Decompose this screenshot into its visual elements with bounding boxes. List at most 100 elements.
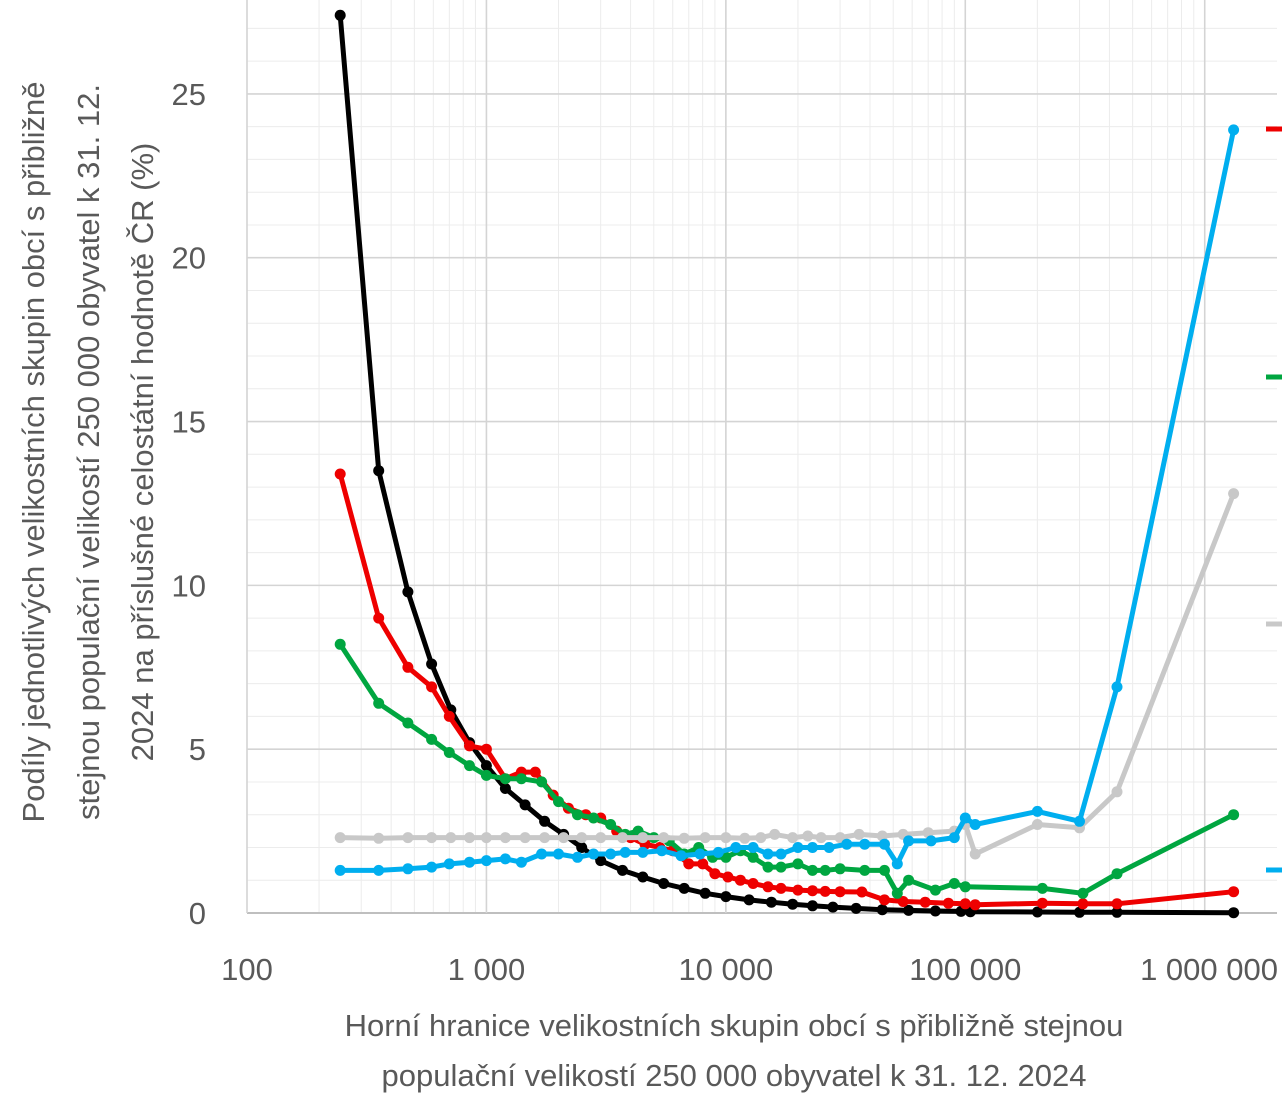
- series-5-point: [637, 846, 649, 858]
- major-gridlines: [246, 0, 1277, 914]
- series-3-point: [536, 776, 548, 788]
- series-2-point: [834, 886, 846, 898]
- series-3-point: [747, 851, 759, 863]
- series-2-point: [856, 886, 868, 898]
- series-4-point: [576, 832, 588, 844]
- series-2-point: [734, 874, 746, 886]
- y-axis-title-line: stejnou populační velikostí 250 000 obyv…: [71, 84, 106, 820]
- x-axis-title-line: Horní hranice velikostních skupin obcí s…: [345, 1008, 1124, 1043]
- series-2-point: [942, 897, 954, 909]
- series-3-point: [426, 733, 438, 745]
- series-1-point: [743, 894, 755, 906]
- series-4-point: [445, 832, 457, 844]
- x-tick-label: 100: [221, 952, 273, 987]
- series-4-point: [480, 832, 492, 844]
- series-4-point: [1228, 488, 1240, 500]
- series-4-point: [539, 832, 551, 844]
- series-4-point: [373, 832, 385, 844]
- y-tick-label: 25: [172, 77, 206, 112]
- series-4-point: [678, 832, 690, 844]
- series-1-point: [678, 882, 690, 894]
- series-5-point: [762, 848, 774, 860]
- minor-gridlines: [247, 0, 1277, 913]
- series-5-point: [1111, 681, 1123, 693]
- series-2-point: [443, 710, 455, 722]
- y-tick-label: 5: [189, 732, 206, 767]
- series-5-point: [747, 842, 759, 853]
- series-3-point: [775, 861, 787, 873]
- series-5-point: [402, 863, 414, 875]
- x-tick-label: 1 000: [448, 952, 526, 987]
- series-3-point: [464, 760, 475, 772]
- series-3-point: [903, 874, 915, 886]
- series-3-point: [879, 864, 890, 876]
- series-1-point: [373, 465, 385, 477]
- x-tick-label: 10 000: [678, 952, 773, 987]
- series-4-point: [519, 832, 531, 844]
- series-4-point: [699, 832, 711, 844]
- series-2-point: [334, 468, 346, 480]
- series-5-point: [553, 848, 564, 860]
- series-1-point: [334, 9, 346, 21]
- series-4-point: [658, 832, 670, 844]
- series-5-point: [730, 842, 742, 853]
- series-5-point: [959, 812, 971, 824]
- series-2-point: [529, 766, 541, 778]
- series-4-point: [720, 832, 732, 844]
- series-4-point: [853, 828, 865, 840]
- series-3-point: [891, 887, 903, 899]
- series-4-point: [815, 832, 827, 844]
- series-2-point: [1036, 897, 1048, 909]
- series-3-point: [1077, 887, 1089, 899]
- series-5-point: [619, 846, 631, 858]
- series-5-point: [969, 819, 981, 830]
- series-3-point: [373, 697, 385, 709]
- series-1-point: [576, 842, 588, 853]
- series-5-point: [499, 853, 511, 865]
- series-4-point: [426, 832, 438, 844]
- series-5-line: [337, 127, 1237, 873]
- series-1-point: [850, 902, 862, 914]
- series-1-point: [876, 904, 888, 916]
- series-1-point: [1074, 906, 1085, 918]
- y-axis-title: Podíly jednotlivých velikostních skupin …: [16, 82, 160, 823]
- series-3-point: [948, 878, 960, 889]
- y-axis-tick-labels: 0 5 10 15 20 25: [172, 77, 206, 931]
- series-5-point: [859, 838, 871, 850]
- y-axis-title-line: 2024 na příslušné celostátní hodnotě ČR …: [125, 143, 160, 762]
- series-5-point: [588, 848, 599, 860]
- series-1-point: [480, 760, 492, 772]
- series-2-point: [683, 858, 695, 870]
- y-tick-label: 0: [189, 896, 206, 931]
- series-5-point: [823, 842, 835, 853]
- series-1-point: [499, 783, 511, 794]
- series-3-point: [834, 863, 846, 875]
- series-5-point: [712, 846, 724, 858]
- series-1-point: [827, 901, 839, 913]
- series-3-point: [334, 638, 346, 650]
- series-4: [334, 488, 1240, 860]
- series-2-point: [792, 884, 804, 896]
- series-1-point: [765, 896, 777, 908]
- y-axis-title-line: Podíly jednotlivých velikostních skupin …: [16, 82, 51, 823]
- series-4-line: [337, 491, 1237, 857]
- series-1-point: [539, 815, 551, 827]
- series-2-point: [722, 871, 734, 883]
- x-axis-tick-labels: 100 1 000 10 000 100 000 1 000 000: [221, 952, 1278, 987]
- series-3-point: [807, 864, 818, 876]
- series-1-point: [699, 887, 711, 899]
- series-2-point: [1228, 886, 1240, 898]
- series-3-point: [553, 796, 564, 808]
- series-2-point: [747, 878, 759, 889]
- series-4-point: [739, 832, 751, 844]
- series-1-point: [929, 905, 941, 917]
- series-4-point: [637, 832, 649, 844]
- series-2-point: [1077, 898, 1089, 910]
- series-4-point: [1111, 786, 1123, 798]
- series-4-point: [402, 832, 414, 844]
- series-5-point: [891, 858, 903, 870]
- series-5-point: [443, 858, 455, 870]
- series-2-point: [897, 896, 909, 907]
- series-5-point: [480, 855, 492, 867]
- series-5-point: [373, 864, 385, 876]
